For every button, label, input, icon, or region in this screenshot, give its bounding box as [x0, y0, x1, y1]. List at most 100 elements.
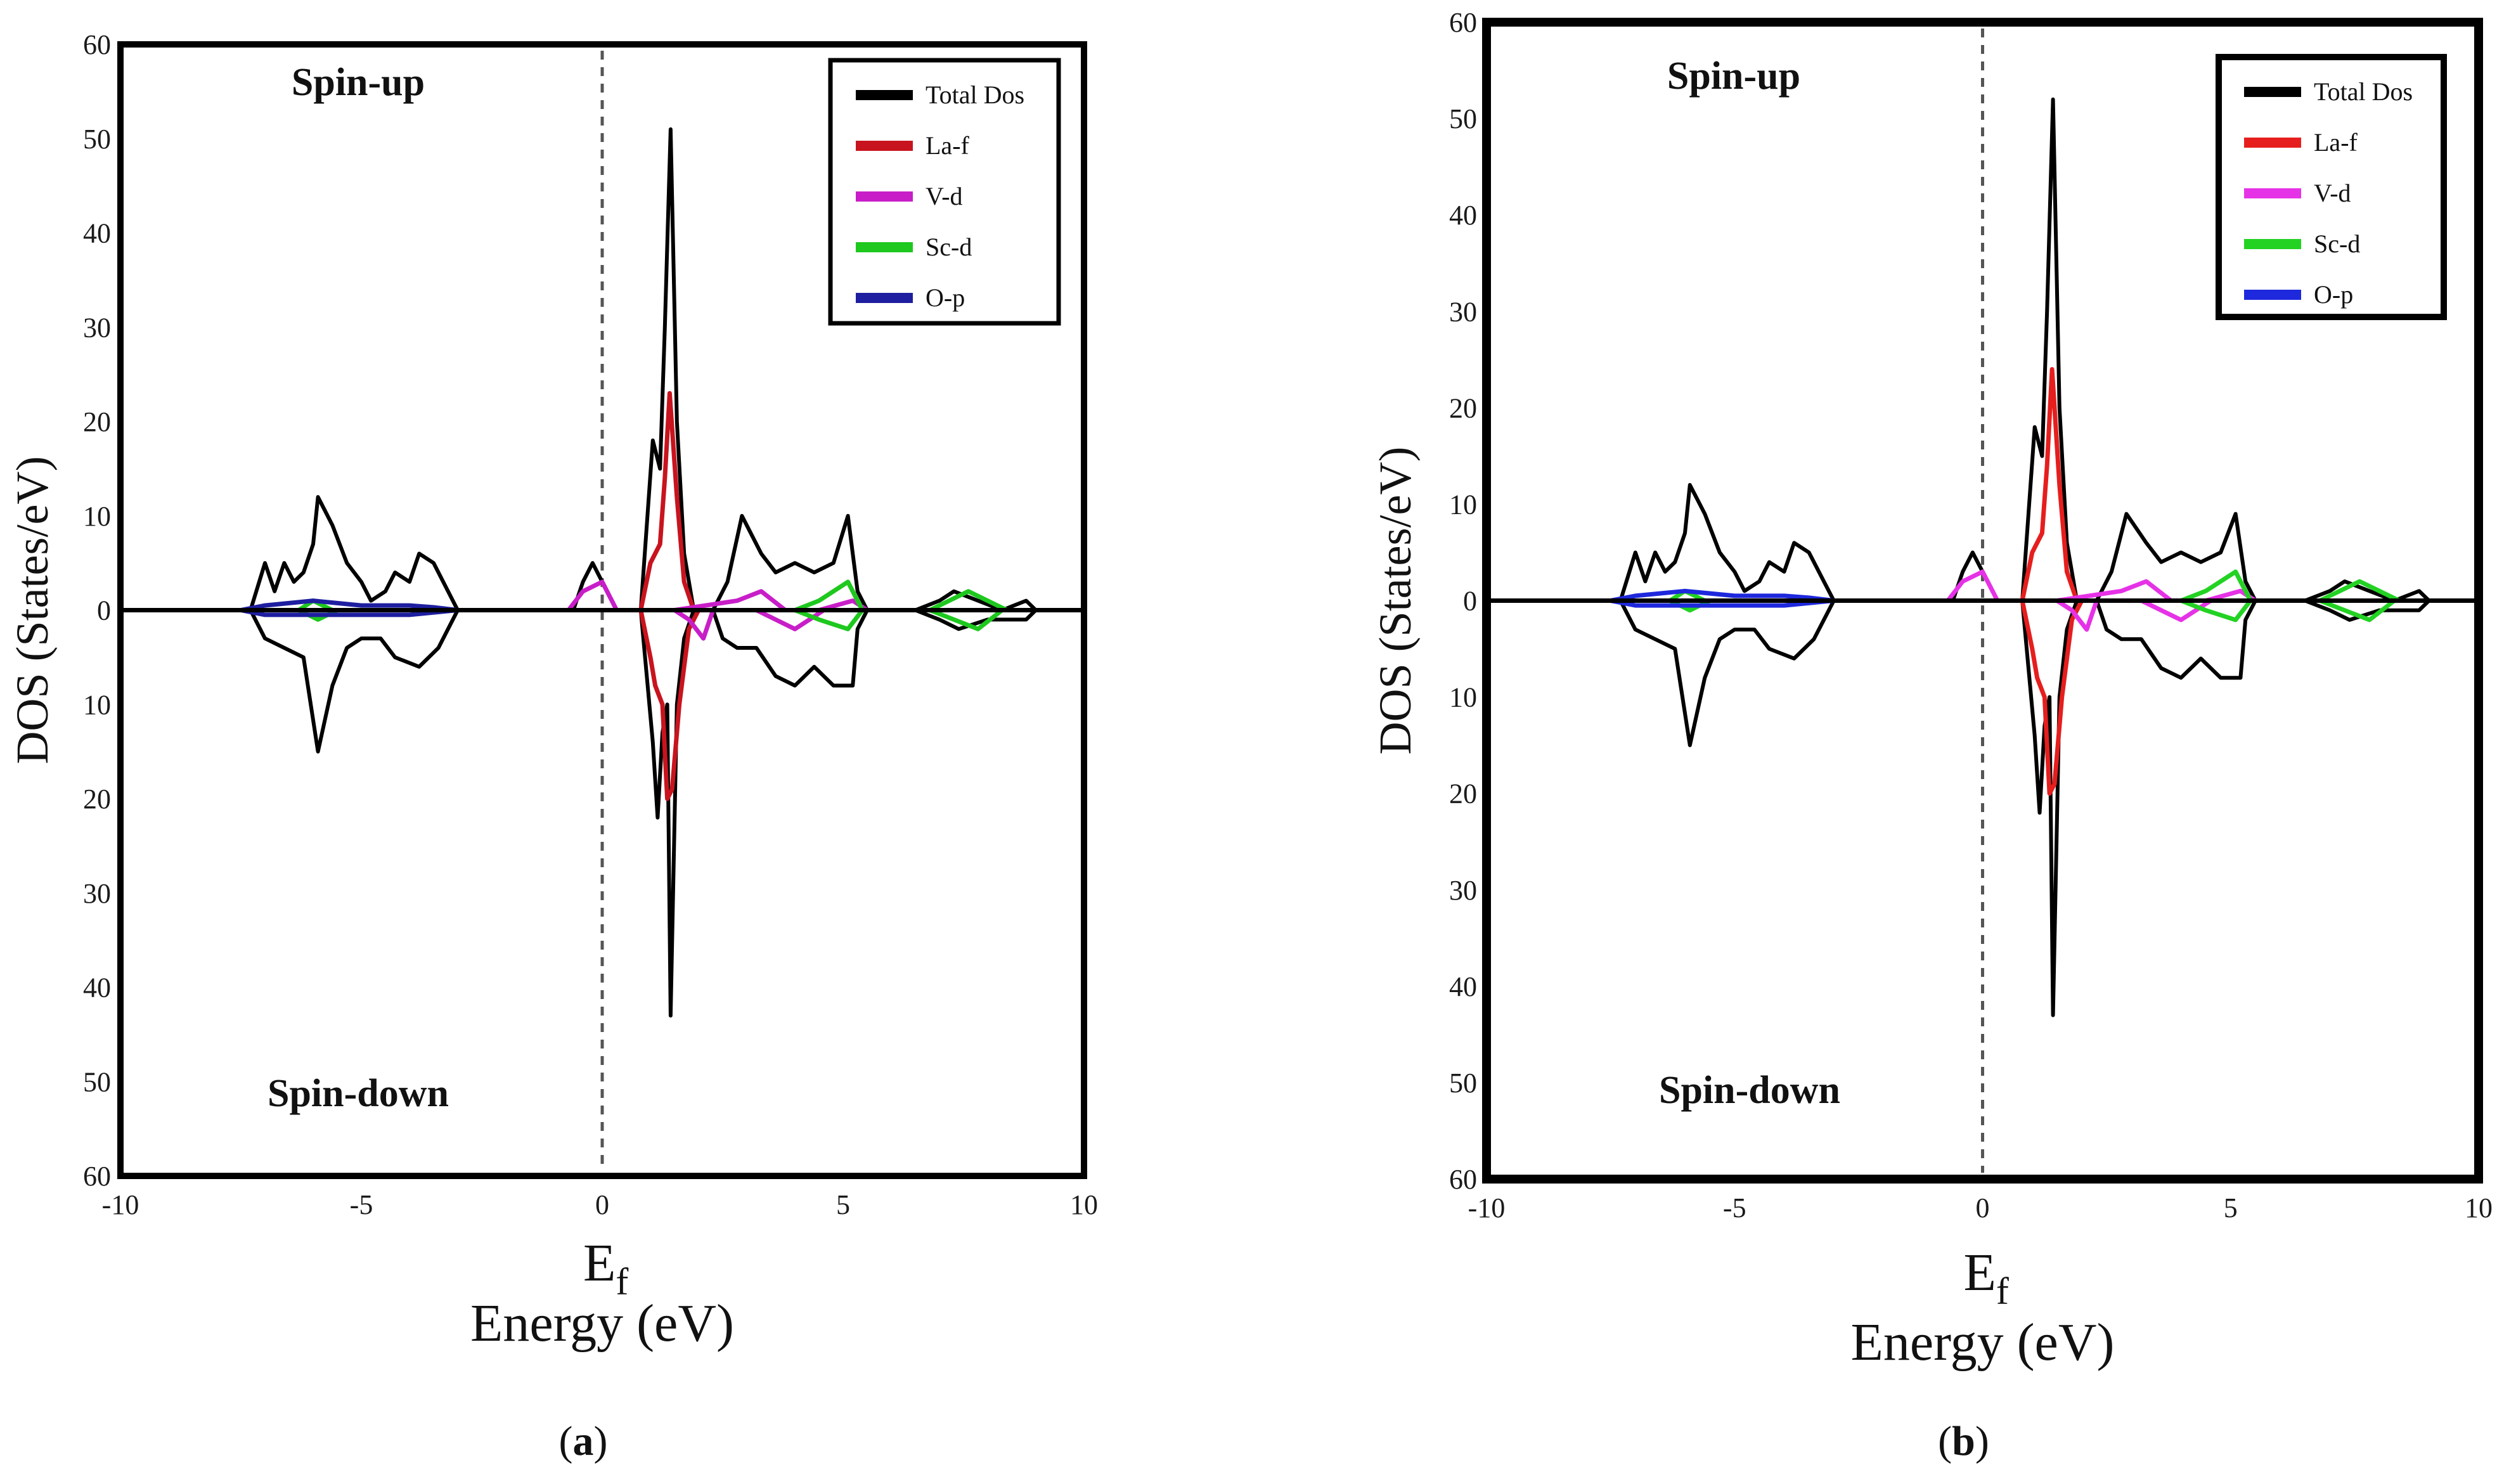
y-tick-label: 60: [83, 1161, 111, 1192]
fermi-label-subscript: f: [616, 1261, 628, 1303]
legend-label: O-p: [926, 283, 965, 312]
legend-label: Sc-d: [2314, 229, 2360, 258]
x-axis-title: Energy (eV): [1851, 1313, 2115, 1372]
panel-label-letter: a: [573, 1418, 594, 1464]
series-line-down: [638, 609, 701, 801]
x-tick-label: -5: [350, 1189, 373, 1220]
series-line-up: [1945, 569, 2257, 603]
y-tick-label: 20: [1449, 778, 1477, 810]
x-tick-label: -5: [1723, 1192, 1746, 1223]
series-line-down: [673, 608, 867, 641]
series-v-d: [1945, 569, 2257, 632]
legend-label: Total Dos: [2314, 77, 2413, 106]
legend-item: V-d: [2244, 179, 2351, 207]
series-o-p: [1610, 588, 1835, 608]
x-tick-label: 5: [2224, 1192, 2238, 1223]
panel-label: (a): [559, 1418, 608, 1464]
series-line-down: [1610, 598, 1835, 608]
spin-down-label: Spin-down: [1659, 1069, 1840, 1112]
series-line-down: [2055, 598, 2255, 632]
series-line-down: [240, 608, 458, 617]
y-tick-label: 60: [1449, 7, 1477, 38]
y-tick-label: 40: [1449, 200, 1477, 231]
y-tick-label: 30: [83, 312, 111, 343]
legend-item: La-f: [856, 131, 970, 160]
spin-up-label: Spin-up: [292, 61, 425, 104]
x-axis-title: Energy (eV): [470, 1294, 734, 1353]
x-tick-label: 5: [836, 1189, 850, 1220]
y-tick-label: 50: [83, 1066, 111, 1097]
series-line-up: [638, 390, 696, 611]
series-line-up: [567, 579, 868, 612]
legend: Total Dos La-f V-d Sc-d O-p: [2216, 54, 2447, 320]
legend-item: La-f: [2244, 128, 2358, 157]
legend-label: V-d: [2314, 179, 2351, 207]
fermi-label: Ef: [1964, 1243, 2009, 1312]
x-tick-label: 0: [1976, 1192, 1990, 1223]
legend-item: O-p: [2244, 280, 2353, 309]
y-tick-label: 60: [1449, 1164, 1477, 1195]
series-la-f: [638, 390, 701, 801]
legend-item: Sc-d: [856, 233, 972, 261]
fermi-label: Ef: [583, 1234, 628, 1303]
panel-label-letter: b: [1952, 1418, 1975, 1464]
y-tick-label: 0: [1463, 586, 1477, 617]
series-line-up: [120, 127, 1084, 612]
y-tick-label: 20: [1449, 392, 1477, 423]
spin-up-label: Spin-up: [1667, 55, 1800, 98]
y-tick-label: 20: [83, 406, 111, 437]
legend-label: Total Dos: [926, 81, 1024, 109]
y-tick-label: 10: [1449, 489, 1477, 520]
series-line-up: [240, 598, 458, 612]
legend-item: V-d: [856, 182, 963, 210]
y-axis-title: DOS (States/eV): [7, 456, 58, 765]
y-tick-label: 50: [1449, 103, 1477, 134]
legend-item: Total Dos: [2244, 77, 2413, 106]
legend-label: V-d: [926, 182, 963, 210]
legend-item: Total Dos: [856, 81, 1024, 109]
series-line-up: [2020, 367, 2079, 602]
x-tick-label: 0: [595, 1189, 609, 1220]
x-tick-label: -10: [102, 1189, 139, 1220]
series-line-up: [1487, 97, 2479, 603]
fermi-label-subscript: f: [1996, 1270, 2009, 1312]
series-o-p: [240, 598, 458, 617]
y-tick-label: 10: [1449, 682, 1477, 713]
y-tick-label: 30: [83, 878, 111, 909]
legend-label: Sc-d: [926, 233, 972, 261]
y-tick-label: 40: [1449, 971, 1477, 1002]
y-tick-label: 30: [1449, 875, 1477, 906]
y-tick-label: 20: [83, 784, 111, 815]
legend: Total Dos La-f V-d Sc-d O-p: [828, 58, 1061, 326]
panel-label-open: (: [559, 1418, 573, 1464]
panel-label-close: ): [594, 1418, 608, 1464]
legend-label: La-f: [926, 131, 970, 160]
legend-item: O-p: [856, 283, 965, 312]
y-tick-label: 30: [1449, 296, 1477, 327]
x-tick-label: 10: [1070, 1189, 1098, 1220]
fermi-label-main: E: [1964, 1243, 1996, 1302]
y-tick-label: 60: [83, 29, 111, 60]
panel-label: (b): [1938, 1418, 1989, 1464]
y-tick-label: 50: [1449, 1068, 1477, 1099]
panel-label-open: (: [1938, 1418, 1952, 1464]
y-tick-label: 10: [83, 689, 111, 720]
y-tick-label: 40: [83, 218, 111, 249]
legend-label: O-p: [2314, 280, 2353, 309]
legend-box: [2216, 54, 2447, 320]
y-tick-label: 0: [97, 595, 111, 626]
series-line-up: [1610, 588, 1835, 603]
legend-label: La-f: [2314, 128, 2358, 157]
series-la-f: [2020, 367, 2084, 796]
spin-down-label: Spin-down: [268, 1072, 449, 1115]
fermi-label-main: E: [583, 1234, 616, 1293]
panel-label-close: ): [1975, 1418, 1989, 1464]
y-tick-label: 10: [83, 501, 111, 532]
series-v-d: [567, 579, 868, 641]
y-tick-label: 40: [83, 972, 111, 1003]
y-axis-title: DOS (States/eV): [1370, 447, 1421, 755]
y-tick-label: 50: [83, 124, 111, 155]
